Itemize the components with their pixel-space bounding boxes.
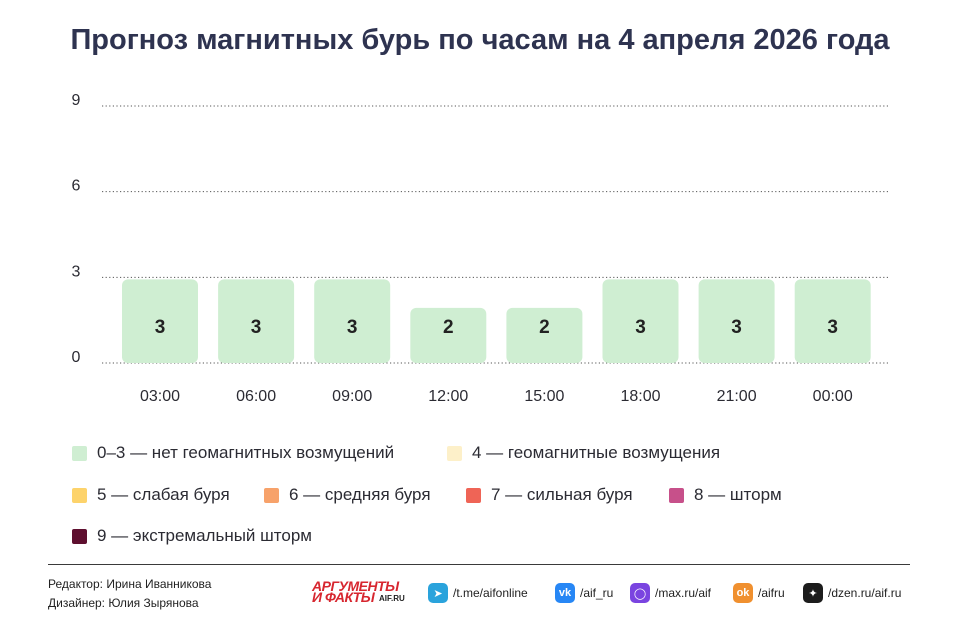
legend-label: 6 — средняя буря — [289, 485, 431, 504]
social-link[interactable]: vk/aif_ru — [555, 583, 613, 603]
bar — [698, 279, 775, 363]
bar-chart: 0 3 6 9 3 03:00 3 06:00 3 09:00 2 12:00 2 15:00 3 18:00… — [72, 92, 890, 405]
legend-swatch — [72, 487, 87, 503]
x-tick-label: 09:00 — [332, 388, 372, 405]
legend-item: 9 — экстремальный шторм — [72, 526, 312, 546]
bar — [122, 279, 198, 363]
bar-value-label: 3 — [251, 317, 262, 338]
social-link[interactable]: ◯ /max.ru/aif — [630, 583, 711, 603]
x-tick-label: 21:00 — [717, 388, 757, 405]
legend-item: 8 — шторм — [669, 485, 782, 505]
telegram-icon: ➤ — [428, 583, 448, 603]
footer-divider — [48, 564, 910, 565]
aif-logo[interactable]: АРГУМЕНТЫ И ФАКТЫ AIF.RU — [312, 578, 414, 605]
legend-label: 0–3 — нет геомагнитных возмущений — [97, 443, 395, 462]
bar — [794, 279, 871, 363]
x-tick-label: 18:00 — [620, 388, 660, 405]
legend-swatch — [466, 487, 481, 503]
legend-label: 5 — слабая буря — [97, 485, 230, 504]
social-link[interactable]: ok/aifru — [733, 583, 785, 603]
legend-item: 4 — геомагнитные возмущения — [447, 443, 720, 463]
x-tick-label: 03:00 — [140, 388, 180, 405]
bar-value-label: 2 — [539, 317, 550, 338]
bar-value-label: 2 — [443, 317, 454, 338]
bar-value-label: 3 — [827, 317, 838, 338]
social-link[interactable]: ➤ /t.me/aifonline — [428, 583, 528, 603]
bar — [602, 279, 679, 363]
logo-line-3: AIF.RU — [379, 594, 405, 603]
bar-value-label: 3 — [347, 317, 358, 338]
bar — [410, 307, 487, 363]
social-link-label: /aifru — [758, 586, 785, 600]
legend-item: 7 — сильная буря — [466, 485, 633, 505]
legend-item: 5 — слабая буря — [72, 485, 230, 505]
social-link-label: /t.me/aifonline — [453, 586, 528, 600]
logo-line-2: И ФАКТЫ — [312, 589, 375, 605]
designer-credit: Дизайнер: Юлия Зырянова — [48, 596, 199, 610]
legend-item: 6 — средняя буря — [264, 485, 431, 505]
vk-icon: vk — [555, 583, 575, 603]
legend-label: 8 — шторм — [694, 485, 782, 504]
editor-credit: Редактор: Ирина Иванникова — [48, 577, 212, 591]
odnoklassniki-icon: ok — [733, 583, 753, 603]
bar-value-label: 3 — [155, 317, 166, 338]
legend-swatch — [72, 445, 87, 461]
x-tick-label: 15:00 — [524, 388, 564, 405]
y-tick-label: 3 — [72, 263, 81, 280]
x-tick-label: 12:00 — [428, 388, 468, 405]
bar — [314, 279, 391, 363]
bar-value-label: 3 — [635, 317, 646, 338]
social-link[interactable]: ✦ /dzen.ru/aif.ru — [803, 583, 901, 603]
y-tick-label: 0 — [72, 349, 81, 366]
legend-swatch — [72, 528, 87, 544]
y-tick-label: 9 — [72, 92, 81, 109]
y-tick-label: 6 — [72, 178, 81, 195]
legend-item: 0–3 — нет геомагнитных возмущений — [72, 443, 394, 463]
chart-title: Прогноз магнитных бурь по часам на 4 апр… — [70, 24, 890, 56]
legend-label: 4 — геомагнитные возмущения — [472, 443, 721, 462]
bar — [506, 307, 583, 363]
max-icon: ◯ — [630, 583, 650, 603]
credits: Редактор: Ирина Иванникова Дизайнер: Юли… — [48, 575, 211, 613]
logo-line-1: АРГУМЕНТЫ — [312, 578, 399, 594]
legend-swatch — [447, 445, 462, 461]
bar-value-label: 3 — [731, 317, 742, 338]
legend-swatch — [669, 487, 684, 503]
x-tick-label: 06:00 — [236, 388, 276, 405]
bar — [218, 279, 295, 363]
legend-swatch — [264, 487, 279, 503]
legend-label: 9 — экстремальный шторм — [97, 526, 312, 545]
social-link-label: /aif_ru — [580, 586, 614, 600]
social-link-label: /max.ru/aif — [655, 586, 712, 600]
x-tick-label: 00:00 — [813, 388, 853, 405]
social-link-label: /dzen.ru/aif.ru — [828, 586, 902, 600]
dzen-icon: ✦ — [803, 583, 823, 603]
legend-label: 7 — сильная буря — [491, 485, 633, 504]
